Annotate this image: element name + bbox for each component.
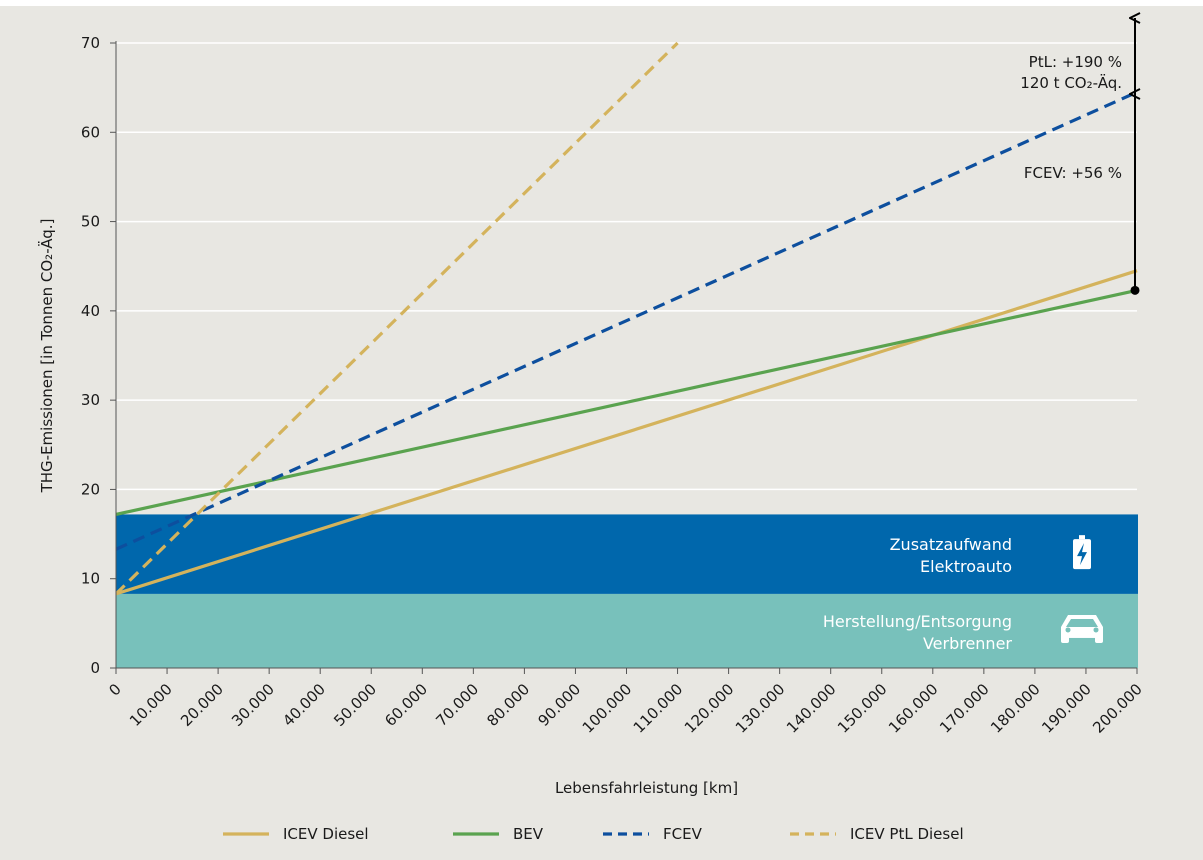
series-line-bev bbox=[116, 288, 1138, 516]
x-axis-title: Lebensfahrleistung [km] bbox=[555, 779, 738, 797]
x-tick-label-14: 140.000 bbox=[783, 680, 840, 737]
battery-charging-icon bbox=[1073, 535, 1091, 570]
annotation-fcev-0: FCEV: +56 % bbox=[1024, 164, 1122, 182]
x-tick-label-9: 90.000 bbox=[534, 680, 584, 730]
x-tick-label-6: 60.000 bbox=[381, 680, 431, 730]
car-icon bbox=[1061, 614, 1103, 643]
band-label-0-0: Herstellung/Entsorgung bbox=[823, 612, 1012, 631]
series-line-fcev bbox=[116, 90, 1138, 551]
legend-label-0: ICEV Diesel bbox=[283, 825, 369, 843]
x-tick-label-20: 200.000 bbox=[1089, 680, 1146, 737]
series-line-icev-diesel bbox=[116, 269, 1138, 596]
band-1 bbox=[116, 514, 1138, 594]
x-tick-label-1: 10.000 bbox=[126, 680, 176, 730]
arrow-base-dot bbox=[1130, 285, 1140, 295]
x-tick-label-19: 190.000 bbox=[1038, 680, 1095, 737]
band-label-1-1: Elektroauto bbox=[920, 557, 1012, 576]
bands: Herstellung/Entsorgung Verbrenner Zusatzau… bbox=[116, 514, 1138, 668]
legend-label-3: ICEV PtL Diesel bbox=[850, 825, 964, 843]
annotation-ptl-0: PtL: +190 % bbox=[1029, 53, 1122, 71]
y-tick-label-4: 40 bbox=[81, 302, 100, 320]
x-tick-label-11: 110.000 bbox=[630, 680, 687, 737]
band-label-1-0: Zusatzaufwand bbox=[890, 535, 1012, 554]
x-tick-label-13: 130.000 bbox=[732, 680, 789, 737]
x-tick-label-4: 40.000 bbox=[279, 680, 329, 730]
car-light-right bbox=[1093, 627, 1099, 633]
series-line-icev-ptl-diesel bbox=[116, 41, 679, 596]
y-tick-label-0: 0 bbox=[90, 659, 100, 677]
top-strip bbox=[0, 0, 1203, 6]
y-tick-label-2: 20 bbox=[81, 480, 100, 498]
x-tick-label-16: 160.000 bbox=[885, 680, 942, 737]
x-tick-label-18: 180.000 bbox=[987, 680, 1044, 737]
y-tick-label-1: 10 bbox=[81, 570, 100, 588]
x-tick-label-2: 20.000 bbox=[177, 680, 227, 730]
lightning-bolt bbox=[1077, 543, 1087, 566]
y-axis-title: THG-Emissionen [in Tonnen CO₂-Äq.] bbox=[37, 219, 56, 494]
annotations: PtL: +190 % 120 t CO₂-Äq. FCEV: +56 % bbox=[1020, 18, 1139, 295]
series-lines bbox=[116, 41, 1138, 596]
annotation-ptl-1: 120 t CO₂-Äq. bbox=[1020, 73, 1122, 92]
gridlines bbox=[116, 42, 1137, 491]
x-tick-label-10: 100.000 bbox=[579, 680, 636, 737]
x-tick-label-5: 50.000 bbox=[330, 680, 380, 730]
battery-terminal bbox=[1079, 535, 1085, 540]
y-tick-label-6: 60 bbox=[81, 123, 100, 141]
x-tick-label-3: 30.000 bbox=[228, 680, 278, 730]
x-tick-label-12: 120.000 bbox=[681, 680, 738, 737]
y-tick-label-5: 50 bbox=[81, 213, 100, 231]
x-tick-label-8: 80.000 bbox=[483, 680, 533, 730]
legend-label-1: BEV bbox=[513, 825, 544, 843]
band-0 bbox=[116, 593, 1138, 668]
x-tick-label-0: 0 bbox=[105, 680, 124, 699]
x-tick-label-7: 70.000 bbox=[432, 680, 482, 730]
x-tick-label-17: 170.000 bbox=[936, 680, 993, 737]
car-window bbox=[1066, 618, 1098, 627]
legend: ICEV Diesel BEV FCEV ICEV PtL Diesel bbox=[223, 825, 964, 843]
car-light-left bbox=[1065, 627, 1071, 633]
y-tick-label-3: 30 bbox=[81, 391, 100, 409]
car-bumper bbox=[1061, 631, 1103, 638]
x-tick-label-15: 150.000 bbox=[834, 680, 891, 737]
legend-label-2: FCEV bbox=[663, 825, 703, 843]
band-label-0-1: Verbrenner bbox=[923, 634, 1012, 653]
y-tick-label-7: 70 bbox=[81, 34, 100, 52]
